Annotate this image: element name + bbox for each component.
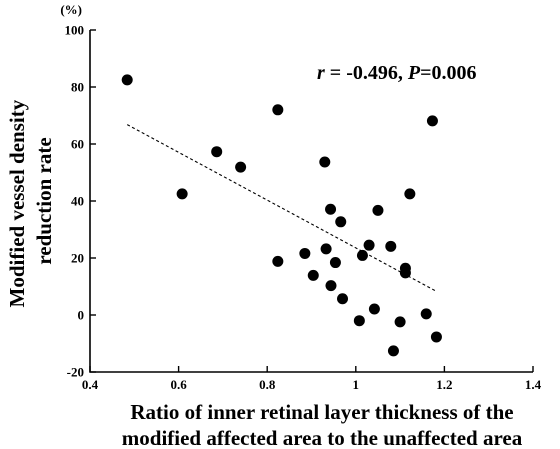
data-point [307, 269, 319, 281]
data-point [325, 203, 337, 215]
y-tick-label: 80 [71, 80, 84, 95]
regression-line [126, 124, 437, 292]
data-point [176, 188, 188, 200]
data-point [430, 331, 442, 343]
data-points [121, 74, 442, 357]
x-axis-title-line-1: Ratio of inner retinal layer thickness o… [130, 400, 513, 424]
data-point [325, 280, 337, 292]
x-ticks: 0.4 0.6 0.8 1 1.2 1.4 [82, 366, 542, 392]
data-point [363, 239, 375, 251]
trendline-layer [126, 124, 437, 292]
data-point [353, 315, 365, 327]
x-tick-label: 1.4 [525, 377, 542, 392]
x-tick-label: 0.6 [170, 377, 187, 392]
data-point [320, 243, 332, 255]
r-symbol: r [317, 62, 325, 84]
x-tick-label: 1.2 [436, 377, 452, 392]
data-point [299, 247, 311, 259]
y-axis-title-line-2: reduction rate [32, 137, 56, 264]
r-value: = -0.496, [325, 62, 408, 84]
data-point [420, 308, 432, 320]
correlation-annotation: r = -0.496, P=0.006 [317, 62, 476, 84]
data-point [426, 115, 438, 127]
data-point [272, 104, 284, 116]
data-point [399, 267, 411, 279]
data-point [385, 240, 397, 252]
data-point [387, 345, 399, 357]
data-point [335, 216, 347, 228]
x-tick-label: 1 [353, 377, 360, 392]
data-point [356, 249, 368, 261]
y-ticks: -20 0 20 40 60 80 100 [65, 23, 96, 380]
y-tick-label: 100 [65, 23, 85, 38]
data-point [372, 204, 384, 216]
p-value: =0.006 [420, 62, 476, 84]
x-axis-title-line-2: modified affected area to the unaffected… [122, 426, 523, 449]
x-tick-label: 0.4 [82, 377, 99, 392]
y-tick-label: 0 [78, 308, 85, 323]
data-point [319, 156, 331, 168]
p-symbol: P [407, 62, 421, 84]
y-tick-label: -20 [67, 365, 84, 380]
data-point [394, 316, 406, 328]
data-point [404, 188, 416, 200]
data-point [121, 74, 133, 86]
y-tick-label: 60 [71, 137, 84, 152]
y-unit-label: (%) [60, 2, 82, 17]
data-point [337, 293, 349, 305]
data-point [329, 257, 341, 269]
y-axis-title-line-1: Modified vessel density [5, 99, 29, 307]
data-point [211, 146, 223, 158]
data-point [368, 303, 380, 315]
y-axis-title: Modified vessel density reduction rate [5, 95, 56, 308]
y-tick-label: 40 [71, 194, 84, 209]
y-tick-label: 20 [71, 251, 84, 266]
data-point [235, 161, 247, 173]
x-tick-label: 0.8 [259, 377, 276, 392]
data-point [272, 255, 284, 267]
